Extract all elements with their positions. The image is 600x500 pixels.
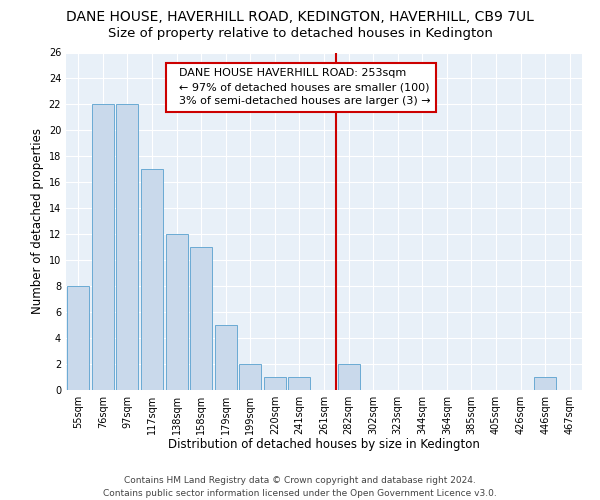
Bar [264, 377, 286, 390]
Bar [166, 234, 188, 390]
Y-axis label: Number of detached properties: Number of detached properties [31, 128, 44, 314]
Bar [116, 104, 139, 390]
Text: DANE HOUSE HAVERHILL ROAD: 253sqm
  ← 97% of detached houses are smaller (100)
 : DANE HOUSE HAVERHILL ROAD: 253sqm ← 97% … [172, 68, 430, 106]
Bar [239, 364, 262, 390]
Text: DANE HOUSE, HAVERHILL ROAD, KEDINGTON, HAVERHILL, CB9 7UL: DANE HOUSE, HAVERHILL ROAD, KEDINGTON, H… [66, 10, 534, 24]
Bar [190, 247, 212, 390]
Text: Size of property relative to detached houses in Kedington: Size of property relative to detached ho… [107, 28, 493, 40]
Bar [67, 286, 89, 390]
X-axis label: Distribution of detached houses by size in Kedington: Distribution of detached houses by size … [168, 438, 480, 452]
Bar [338, 364, 359, 390]
Bar [141, 170, 163, 390]
Bar [534, 377, 556, 390]
Bar [289, 377, 310, 390]
Bar [215, 325, 237, 390]
Bar [92, 104, 114, 390]
Text: Contains HM Land Registry data © Crown copyright and database right 2024.
Contai: Contains HM Land Registry data © Crown c… [103, 476, 497, 498]
